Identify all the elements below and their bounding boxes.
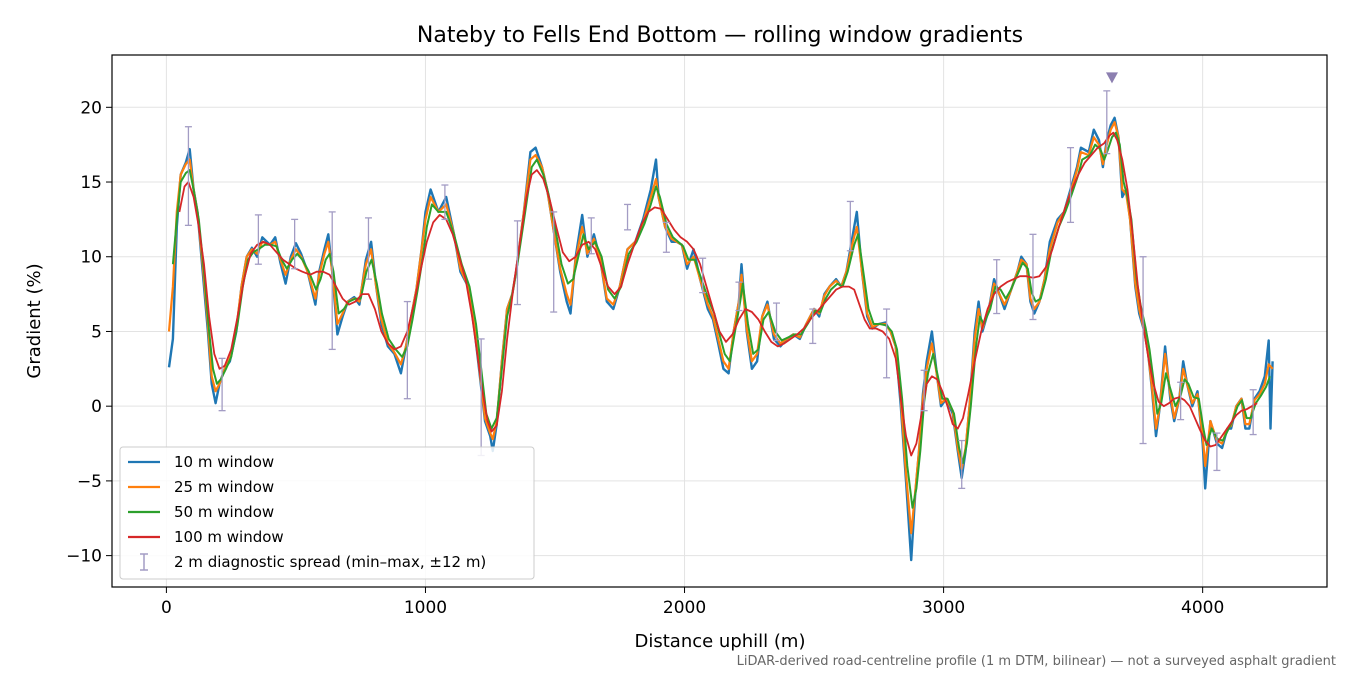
y-tick-label: 0: [91, 397, 102, 417]
legend-box: [119, 446, 535, 580]
series-line-100-m-window: [178, 131, 1258, 457]
series-line-25-m-window: [167, 121, 1274, 535]
x-tick-label: 2000: [663, 598, 706, 618]
x-tick-label: 1000: [404, 598, 447, 618]
plot-area: [167, 72, 1274, 562]
y-tick-label: 15: [80, 173, 102, 193]
y-tick-label: 10: [80, 248, 102, 268]
footnote: LiDAR-derived road-centreline profile (1…: [737, 654, 1336, 669]
y-axis-label: Gradient (%): [24, 263, 45, 378]
legend-label: 10 m window: [174, 453, 274, 471]
y-tick-label: −10: [66, 547, 102, 567]
y-tick-label: 5: [91, 322, 102, 342]
x-axis: 0 1000 2000 3000 4000: [161, 587, 1224, 618]
x-tick-label: 0: [161, 598, 172, 618]
x-tick-label: 3000: [922, 598, 965, 618]
axes-frame: [111, 54, 1328, 588]
legend-label: 25 m window: [174, 478, 274, 496]
peak-marker: [1105, 72, 1118, 84]
y-tick-label: 20: [80, 98, 102, 118]
y-axis: −10 −5 0 5 10 15 20: [66, 98, 112, 567]
legend: 10 m window 25 m window 50 m window 100 m w…: [119, 446, 535, 580]
y-tick-label: −5: [77, 472, 102, 492]
legend-label: 100 m window: [174, 528, 284, 546]
chart-title: Nateby to Fells End Bottom — rolling win…: [417, 23, 1023, 48]
legend-label: 50 m window: [174, 503, 274, 521]
x-axis-label: Distance uphill (m): [635, 631, 806, 652]
x-tick-label: 4000: [1181, 598, 1224, 618]
legend-label: 2 m diagnostic spread (min–max, ±12 m): [174, 553, 486, 571]
